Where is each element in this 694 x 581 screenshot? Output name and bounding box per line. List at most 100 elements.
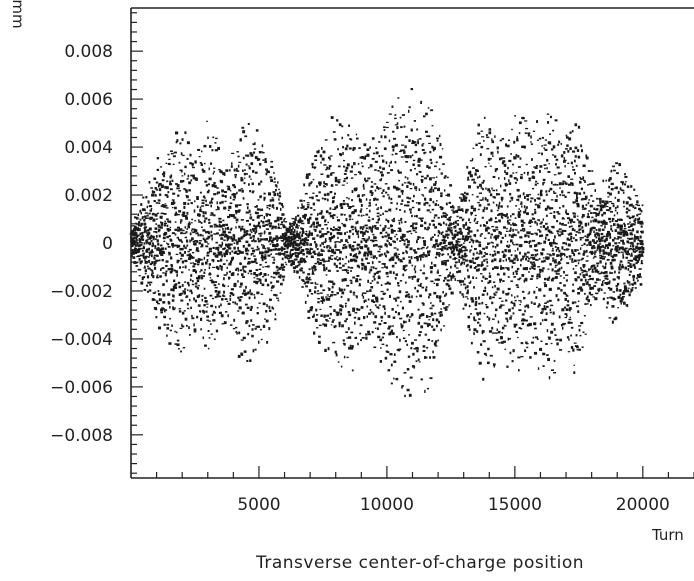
data-point [578,192,582,195]
data-point [226,271,228,275]
data-point [511,163,514,166]
data-point [233,246,236,250]
data-point [243,269,246,273]
data-point [422,252,425,254]
data-point [131,245,134,247]
data-point [276,297,279,299]
data-point [564,148,568,150]
data-point [238,298,242,302]
data-point [145,284,149,287]
data-point [543,240,547,244]
data-point [432,177,436,179]
data-point [464,259,468,262]
data-point [563,159,567,162]
data-point [492,245,495,248]
data-point [245,247,248,251]
data-point [297,235,301,238]
data-point [610,267,614,270]
data-point [150,251,154,254]
data-point [329,250,332,252]
data-point [484,229,488,232]
data-point [190,222,193,224]
data-point [217,206,220,211]
data-point [311,248,314,251]
data-point [578,348,581,351]
data-point [448,287,452,291]
data-point [501,198,503,202]
data-point [392,316,396,319]
data-point [439,248,443,250]
data-point [594,189,597,192]
data-point [551,154,555,156]
data-point [559,222,562,225]
data-point [238,189,242,192]
data-point [610,265,614,269]
data-point [612,218,615,220]
data-point [513,244,515,246]
data-point [153,177,157,180]
data-point [498,230,501,234]
data-point [274,318,277,321]
data-point [193,328,197,332]
data-point [369,204,372,207]
data-point [498,204,500,207]
data-point [503,325,507,327]
data-point [382,332,386,335]
data-point [299,251,303,254]
data-point [283,218,285,222]
data-point [283,252,286,256]
data-point [384,356,388,360]
data-point [340,206,344,210]
data-point [236,151,240,153]
data-point [264,261,267,264]
data-point [539,347,543,351]
data-point [454,229,457,233]
data-point [512,349,515,353]
data-point [304,237,308,240]
data-point [145,255,148,258]
data-point [553,190,555,193]
data-point [245,285,247,289]
data-point [172,306,174,310]
data-point [419,257,422,261]
data-point [531,262,533,266]
data-point [510,315,513,317]
data-point [351,205,355,207]
data-point [560,142,562,145]
data-point [296,270,299,274]
data-point [526,342,529,345]
data-point [223,274,227,276]
data-point [140,212,143,215]
data-point [287,229,290,233]
data-point [220,224,223,228]
data-point [364,244,367,248]
data-point [177,194,180,197]
data-point [484,198,487,201]
data-point [247,257,251,260]
data-point [572,251,574,255]
data-point [262,251,265,254]
data-point [521,227,525,230]
data-point [590,212,593,214]
data-point [229,228,233,231]
data-point [363,254,367,257]
data-point [178,260,181,262]
data-point [488,317,491,320]
data-point [239,138,242,142]
data-point [417,139,419,142]
data-point [437,229,440,233]
data-point [553,215,556,218]
data-point [476,330,479,333]
data-point [173,269,177,272]
data-point [344,268,348,272]
data-point [181,260,185,264]
data-point [345,331,348,334]
data-point [384,283,388,285]
data-point [494,135,496,138]
data-point [372,266,375,269]
data-point [470,313,472,315]
data-point [571,261,574,263]
data-point [279,292,282,294]
data-point [382,227,386,231]
